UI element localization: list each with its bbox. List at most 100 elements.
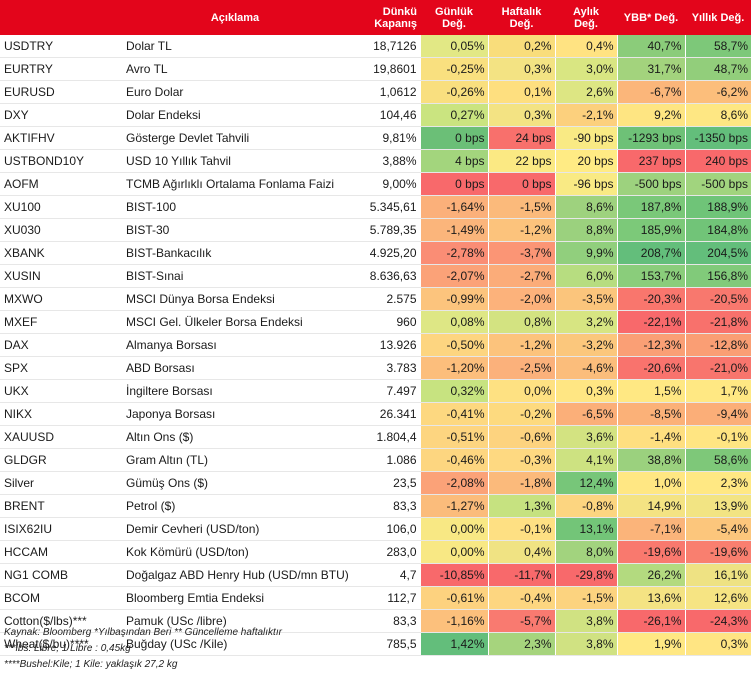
row-daily-change: 0,05%: [419, 35, 488, 58]
row-weekly-change: -0,6%: [487, 425, 555, 449]
header-monthly-line1: Aylık: [573, 5, 599, 18]
row-description: Pamuk (USc /libre): [120, 609, 350, 633]
row-yearly-change: -6,2%: [684, 80, 751, 104]
table-row: GLDGR Gram Altın (TL) 1.086 -0,46% -0,3% 4,1%…: [0, 448, 751, 472]
row-description: BIST-30: [120, 218, 350, 242]
row-weekly-change: -0,3%: [487, 448, 555, 472]
header-description: Açıklama: [120, 0, 350, 35]
row-ytd-change: 40,7%: [616, 35, 685, 58]
header-yearly: Yıllık Değ.: [685, 0, 751, 35]
row-code: AKTIFHV: [0, 126, 120, 150]
table-row: XUSIN BIST-Sınai 8.636,63 -2,07% -2,7% 6,0% 15…: [0, 264, 751, 288]
header-code: [0, 0, 120, 35]
row-code: EURUSD: [0, 80, 120, 104]
row-weekly-change: -2,0%: [487, 287, 555, 311]
row-daily-change: -10,85%: [419, 563, 488, 587]
row-monthly-change: -90 bps: [554, 126, 617, 150]
row-description: USD 10 Yıllık Tahvil: [120, 149, 350, 173]
row-daily-change: -1,27%: [419, 494, 488, 518]
table-row: XAUUSD Altın Ons ($) 1.804,4 -0,51% -0,6% 3,6…: [0, 425, 751, 449]
row-ytd-change: 14,9%: [616, 494, 685, 518]
row-monthly-change: 8,8%: [554, 218, 617, 242]
row-daily-change: -1,20%: [419, 356, 488, 380]
row-monthly-change: -4,6%: [554, 356, 617, 380]
row-daily-change: 0,27%: [419, 103, 488, 127]
row-daily-change: 0 bps: [419, 126, 488, 150]
row-description: BIST-Sınai: [120, 264, 350, 288]
row-daily-change: 0,32%: [419, 379, 488, 403]
header-weekly-line1: Haftalık: [501, 5, 542, 18]
row-code: NIKX: [0, 402, 120, 426]
row-yearly-change: -19,6%: [684, 540, 751, 564]
row-weekly-change: -0,1%: [487, 517, 555, 541]
row-monthly-change: 8,6%: [554, 195, 617, 219]
row-daily-change: -0,26%: [419, 80, 488, 104]
header-weekly: Haftalık Değ.: [488, 0, 555, 35]
row-monthly-change: -29,8%: [554, 563, 617, 587]
table-header: Açıklama Dünkü Kapanış Günlük Değ. Hafta…: [0, 0, 751, 35]
row-description: Altın Ons ($): [120, 425, 350, 449]
row-code: SPX: [0, 356, 120, 380]
row-monthly-change: 8,0%: [554, 540, 617, 564]
table-row: SPX ABD Borsası 3.783 -1,20% -2,5% -4,6% -20,6…: [0, 356, 751, 380]
row-weekly-change: -1,8%: [487, 471, 555, 495]
row-close: 26.341: [350, 402, 420, 426]
row-close: 104,46: [350, 103, 420, 127]
row-monthly-change: 2,6%: [554, 80, 617, 104]
row-weekly-change: -11,7%: [487, 563, 555, 587]
row-close: 4,7: [350, 563, 420, 587]
row-monthly-change: -3,5%: [554, 287, 617, 311]
row-monthly-change: 13,1%: [554, 517, 617, 541]
table-row: XU030 BIST-30 5.789,35 -1,49% -1,2% 8,8% 185,9…: [0, 218, 751, 242]
row-daily-change: -1,64%: [419, 195, 488, 219]
row-description: Petrol ($): [120, 494, 350, 518]
table-row: AKTIFHV Gösterge Devlet Tahvili 9,81% 0 bps…: [0, 126, 751, 150]
row-weekly-change: -2,5%: [487, 356, 555, 380]
header-close: Dünkü Kapanış: [350, 0, 420, 35]
row-code: EURTRY: [0, 57, 120, 81]
row-ytd-change: 26,2%: [616, 563, 685, 587]
table-row: DAX Almanya Borsası 13.926 -0,50% -1,2% -3,2%…: [0, 333, 751, 357]
row-weekly-change: 0 bps: [487, 172, 555, 196]
footnotes: Kaynak: Bloomberg *Yılbaşından Beri ** G…: [4, 625, 282, 673]
row-close: 7.497: [350, 379, 420, 403]
row-ytd-change: 237 bps: [616, 149, 685, 173]
row-code: DXY: [0, 103, 120, 127]
row-close: 23,5: [350, 471, 420, 495]
row-close: 13.926: [350, 333, 420, 357]
row-description: Buğday (USc /Kile): [120, 632, 350, 656]
row-yearly-change: 13,9%: [684, 494, 751, 518]
row-description: Doğalgaz ABD Henry Hub (USD/mn BTU): [120, 563, 350, 587]
row-weekly-change: 0,0%: [487, 379, 555, 403]
table-row: Cotton($/lbs)*** Pamuk (USc /libre) 83,3 -1…: [0, 609, 751, 633]
row-monthly-change: 20 bps: [554, 149, 617, 173]
row-yearly-change: 2,3%: [684, 471, 751, 495]
row-daily-change: 0,00%: [419, 540, 488, 564]
row-ytd-change: 1,0%: [616, 471, 685, 495]
row-ytd-change: 187,8%: [616, 195, 685, 219]
row-weekly-change: 0,8%: [487, 310, 555, 334]
row-close: 5.789,35: [350, 218, 420, 242]
row-code: UKX: [0, 379, 120, 403]
row-description: İngiltere Borsası: [120, 379, 350, 403]
row-close: 18,7126: [350, 35, 420, 58]
row-ytd-change: -19,6%: [616, 540, 685, 564]
row-daily-change: -0,46%: [419, 448, 488, 472]
row-monthly-change: 3,2%: [554, 310, 617, 334]
row-yearly-change: -5,4%: [684, 517, 751, 541]
row-ytd-change: -7,1%: [616, 517, 685, 541]
row-yearly-change: 188,9%: [684, 195, 751, 219]
table-row: XBANK BIST-Bankacılık 4.925,20 -2,78% -3,7% 9…: [0, 241, 751, 265]
row-weekly-change: -0,4%: [487, 586, 555, 610]
row-code: MXWO: [0, 287, 120, 311]
row-ytd-change: -12,3%: [616, 333, 685, 357]
row-ytd-change: 185,9%: [616, 218, 685, 242]
table-row: EURTRY Avro TL 19,8601 -0,25% 0,3% 3,0% 31,7% 4…: [0, 57, 751, 81]
row-code: Silver: [0, 471, 120, 495]
row-close: 9,81%: [350, 126, 420, 150]
row-code: XAUUSD: [0, 425, 120, 449]
row-description: ABD Borsası: [120, 356, 350, 380]
row-description: Demir Cevheri (USD/ton): [120, 517, 350, 541]
row-code: XU030: [0, 218, 120, 242]
row-daily-change: 1,42%: [419, 632, 488, 656]
